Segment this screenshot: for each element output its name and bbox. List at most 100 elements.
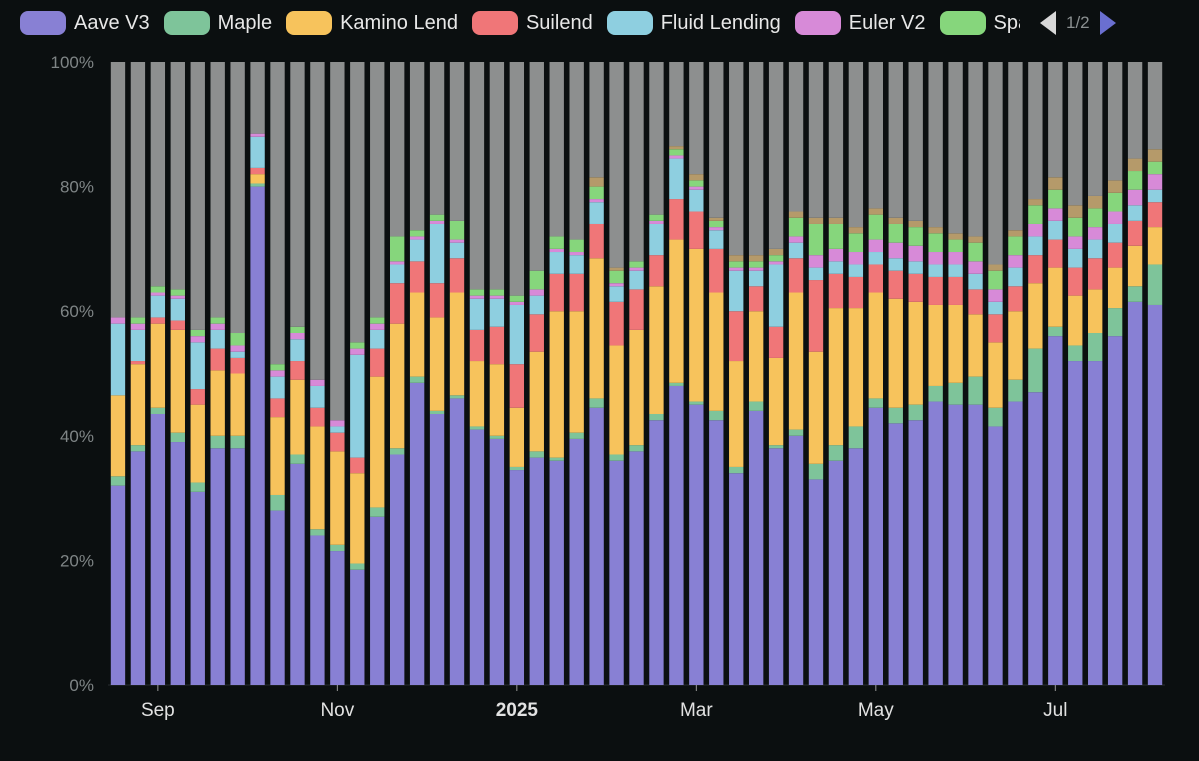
bar-segment xyxy=(1068,295,1083,346)
bar-segment xyxy=(529,457,544,685)
bar-remainder-segment xyxy=(848,62,864,228)
bar-segment xyxy=(270,494,285,511)
bar-segment xyxy=(808,267,824,281)
bar-segment xyxy=(170,320,185,330)
bar-segment xyxy=(489,295,505,299)
legend-item[interactable]: Euler V2 xyxy=(794,11,926,35)
bar-segment xyxy=(609,460,624,685)
bar-segment xyxy=(768,445,784,449)
bar-segment xyxy=(230,373,245,436)
bar-segment xyxy=(469,429,485,685)
chevron-right-icon[interactable] xyxy=(1099,11,1116,35)
bar-segment xyxy=(409,239,425,262)
bar-segment xyxy=(589,202,604,224)
bar-segment xyxy=(250,186,265,685)
bar-segment xyxy=(489,289,505,296)
bar-segment xyxy=(729,466,744,474)
y-tick-label: 0% xyxy=(69,676,94,695)
bar-segment xyxy=(788,429,804,436)
bar-segment xyxy=(709,410,724,421)
x-tick-label: 2025 xyxy=(496,700,539,721)
bar-segment xyxy=(768,264,784,327)
bar-segment xyxy=(788,217,804,237)
bar-segment xyxy=(709,292,724,411)
bar-segment xyxy=(729,267,744,271)
bar-segment xyxy=(868,208,884,215)
bar-segment xyxy=(848,252,864,265)
bar-segment xyxy=(409,261,425,293)
legend-item[interactable]: Aave V3 xyxy=(20,11,150,35)
bar-segment xyxy=(370,329,385,349)
bar-segment xyxy=(449,395,465,399)
bar-remainder-segment xyxy=(629,62,644,262)
legend-swatch xyxy=(163,11,210,35)
bar-segment xyxy=(868,214,884,240)
bar-segment xyxy=(908,420,923,685)
bar-remainder-segment xyxy=(768,62,784,249)
bar-segment xyxy=(150,317,166,324)
bar-segment xyxy=(569,252,584,256)
bar-segment xyxy=(1048,177,1063,190)
legend-item[interactable]: Fluid Lending xyxy=(606,11,781,35)
bar-remainder-segment xyxy=(1107,62,1123,181)
legend-item[interactable]: Suilend xyxy=(471,11,593,35)
bar-segment xyxy=(629,270,644,290)
bar-segment xyxy=(529,295,544,315)
bar-segment xyxy=(130,329,146,362)
bar-segment xyxy=(489,298,505,327)
bar-segment xyxy=(1008,255,1023,268)
legend-item[interactable]: Maple xyxy=(163,11,272,35)
bar-segment xyxy=(888,242,903,259)
bar-segment xyxy=(629,451,644,685)
x-tick-label: Jul xyxy=(1043,700,1067,721)
bar-segment xyxy=(1008,311,1023,380)
bar-segment xyxy=(948,252,963,265)
legend-item[interactable]: Spa xyxy=(939,11,1020,35)
legend-swatch xyxy=(471,11,518,35)
bar-segment xyxy=(868,264,884,293)
bar-segment xyxy=(569,273,584,312)
bar-segment xyxy=(130,451,146,685)
bar-segment xyxy=(609,345,624,455)
bar-segment xyxy=(1127,158,1143,172)
bar-segment xyxy=(908,301,923,405)
bar-segment xyxy=(150,292,166,296)
bar-remainder-segment xyxy=(828,62,844,218)
bar-segment xyxy=(788,236,804,243)
bar-segment xyxy=(489,435,505,439)
bar-segment xyxy=(110,323,126,396)
legend-label: Suilend xyxy=(525,11,593,34)
bar-segment xyxy=(449,258,465,293)
bar-segment xyxy=(609,454,624,461)
bar-segment xyxy=(988,301,1003,315)
bar-segment xyxy=(270,398,285,418)
bar-segment xyxy=(1008,286,1023,312)
bar-segment xyxy=(848,233,864,253)
bar-segment xyxy=(888,407,903,424)
legend-item[interactable]: Kamino Lend xyxy=(286,11,458,35)
bar-segment xyxy=(230,345,245,352)
bar-segment xyxy=(190,482,205,492)
bar-segment xyxy=(968,261,983,274)
bar-remainder-segment xyxy=(808,62,824,218)
bar-segment xyxy=(928,252,943,265)
bar-segment xyxy=(389,236,405,262)
bar-segment xyxy=(1088,208,1103,228)
bar-segment xyxy=(689,174,704,181)
bar-segment xyxy=(1107,180,1123,193)
bar-segment xyxy=(230,435,245,449)
bar-segment xyxy=(868,398,884,408)
bar-segment xyxy=(1028,348,1043,393)
bar-segment xyxy=(808,463,824,480)
bar-segment xyxy=(788,258,804,293)
bar-segment xyxy=(150,295,166,318)
bar-segment xyxy=(389,283,405,324)
bar-segment xyxy=(449,398,465,685)
bar-segment xyxy=(170,295,185,299)
bar-segment xyxy=(888,270,903,299)
bar-segment xyxy=(768,357,784,446)
bar-segment xyxy=(868,239,884,253)
chevron-left-icon[interactable] xyxy=(1040,11,1056,35)
bar-remainder-segment xyxy=(409,62,425,231)
bar-segment xyxy=(290,333,305,340)
